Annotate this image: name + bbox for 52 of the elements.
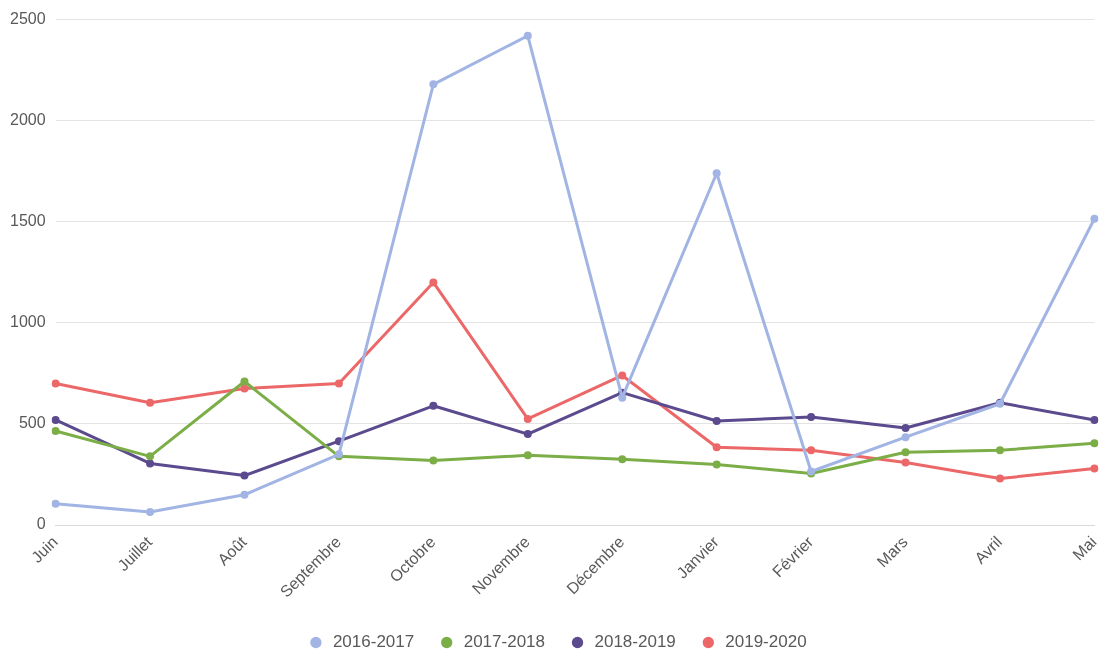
point bbox=[429, 401, 438, 410]
point bbox=[523, 430, 532, 439]
point bbox=[51, 499, 60, 508]
point bbox=[1090, 415, 1099, 424]
legend-label: 2019-2020 bbox=[725, 632, 807, 652]
point bbox=[51, 379, 60, 388]
point bbox=[523, 414, 532, 423]
point bbox=[618, 455, 627, 464]
point bbox=[51, 427, 60, 436]
legend-label: 2017-2018 bbox=[463, 632, 546, 652]
point bbox=[995, 474, 1004, 483]
point bbox=[429, 278, 438, 287]
point bbox=[901, 433, 910, 442]
point bbox=[807, 412, 816, 421]
point bbox=[901, 458, 910, 467]
point bbox=[618, 393, 627, 402]
point bbox=[523, 451, 532, 460]
point bbox=[146, 459, 155, 468]
point bbox=[51, 415, 60, 424]
point bbox=[618, 371, 627, 380]
point bbox=[712, 416, 721, 425]
y-tick-label: 1000 bbox=[10, 313, 46, 331]
point bbox=[240, 384, 249, 393]
point bbox=[429, 456, 438, 465]
point bbox=[334, 379, 343, 388]
y-tick-label: 2500 bbox=[10, 10, 46, 28]
point bbox=[1090, 439, 1099, 448]
point bbox=[523, 31, 532, 40]
point bbox=[146, 452, 155, 461]
legend-label: 2018-2019 bbox=[594, 632, 676, 652]
point bbox=[712, 443, 721, 452]
point bbox=[1090, 214, 1099, 223]
y-tick-label: 0 bbox=[36, 515, 46, 533]
point bbox=[807, 446, 816, 455]
point bbox=[240, 471, 249, 480]
point bbox=[146, 507, 155, 516]
y-tick-label: 1500 bbox=[10, 212, 46, 230]
y-tick-label: 2000 bbox=[10, 111, 46, 129]
point bbox=[712, 169, 721, 178]
point bbox=[429, 80, 438, 89]
y-tick-label: 500 bbox=[18, 414, 46, 432]
point bbox=[1090, 464, 1099, 473]
x-tick-label: Juin bbox=[28, 533, 61, 566]
point bbox=[240, 377, 249, 386]
point bbox=[146, 398, 155, 407]
point bbox=[901, 448, 910, 457]
point bbox=[995, 446, 1004, 455]
point bbox=[712, 460, 721, 469]
point bbox=[901, 424, 910, 433]
legend-label: 2016-2017 bbox=[332, 632, 415, 652]
x-tick-label: Mai bbox=[1069, 533, 1100, 564]
point bbox=[240, 490, 249, 499]
